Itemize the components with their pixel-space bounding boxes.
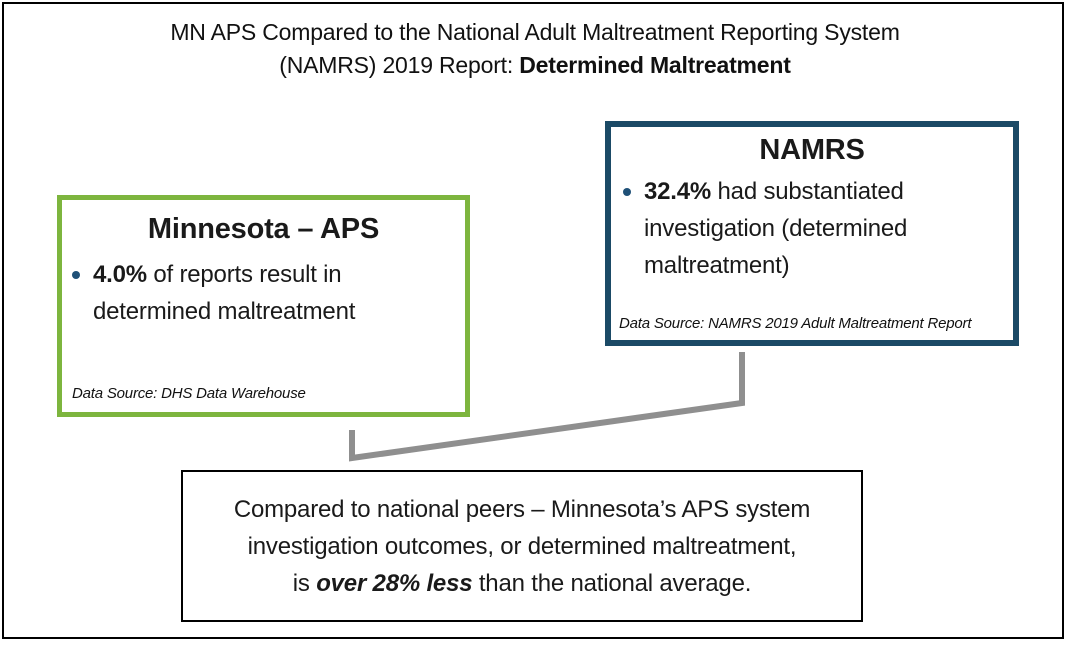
minnesota-aps-bullet-text: 4.0% of reports result in determined mal… <box>93 256 445 330</box>
minnesota-aps-bullet: 4.0% of reports result in determined mal… <box>72 256 445 330</box>
conclusion-line3: is over 28% less than the national avera… <box>234 565 810 602</box>
conclusion-line3-before: is <box>292 569 317 597</box>
conclusion-line3-after: than the national average. <box>472 569 752 597</box>
page-title-line2-prefix: (NAMRS) 2019 Report: <box>279 52 520 78</box>
minnesota-aps-data-source: Data Source: DHS Data Warehouse <box>72 385 306 402</box>
bullet-dot-icon <box>623 188 631 196</box>
bullet-dot-icon <box>72 271 80 279</box>
minnesota-aps-stat-description: of reports result in determined maltreat… <box>93 261 356 325</box>
conclusion-line1: Compared to national peers – Minnesota’s… <box>233 495 811 523</box>
conclusion-line2: investigation outcomes, or determined ma… <box>247 532 797 560</box>
namrs-stat-description: had substantiated investigation (determi… <box>644 178 908 279</box>
minnesota-aps-heading: Minnesota – APS <box>147 213 380 245</box>
page-title-line2-bold: Determined Maltreatment <box>519 52 791 78</box>
namrs-data-source: Data Source: NAMRS 2019 Adult Maltreatme… <box>619 315 972 332</box>
namrs-bullet-text: 32.4% had substantiated investigation (d… <box>644 173 997 284</box>
namrs-bullet: 32.4% had substantiated investigation (d… <box>623 173 997 284</box>
conclusion-box: Compared to national peers – Minnesota’s… <box>181 470 863 622</box>
conclusion-emphasis: over 28% less <box>316 569 473 597</box>
namrs-box: NAMRS 32.4% had substantiated investigat… <box>605 121 1019 346</box>
minnesota-aps-stat: 4.0% <box>93 261 147 288</box>
minnesota-aps-box: Minnesota – APS 4.0% of reports result i… <box>57 195 470 417</box>
namrs-heading: NAMRS <box>759 134 865 166</box>
conclusion-text: Compared to national peers – Minnesota’s… <box>233 491 811 602</box>
page-title: MN APS Compared to the National Adult Ma… <box>0 16 1070 82</box>
page-title-line1: MN APS Compared to the National Adult Ma… <box>170 19 900 45</box>
namrs-stat: 32.4% <box>644 178 712 205</box>
